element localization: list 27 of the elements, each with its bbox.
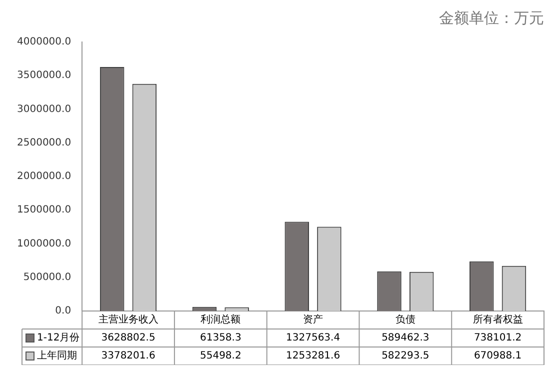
y-tick-label: 4000000.0	[17, 36, 72, 48]
data-label: 582293.5	[382, 350, 430, 362]
data-label: 1327563.4	[286, 332, 340, 344]
x-tick-label: 利润总额	[200, 314, 241, 326]
legend-label: 上年同期	[37, 350, 77, 362]
data-label: 738101.2	[474, 332, 522, 344]
x-tick-label: 资产	[303, 314, 324, 326]
legend-label: 1-12月份	[37, 332, 80, 344]
y-tick-label: 3500000.0	[17, 70, 72, 82]
y-tick-label: 2500000.0	[17, 137, 72, 148]
data-label: 3378201.6	[101, 350, 156, 362]
data-label: 670988.1	[474, 350, 522, 362]
chart-title: 金额单位：万元	[439, 8, 544, 27]
y-tick-label: 500000.0	[23, 272, 72, 283]
data-label: 3628802.5	[101, 332, 156, 344]
y-tick-label: 2000000.0	[17, 171, 72, 182]
data-label: 589462.3	[382, 332, 430, 344]
x-tick-label: 负债	[395, 314, 416, 326]
x-tick-label: 主营业务收入	[98, 314, 158, 326]
data-label: 1253281.6	[286, 350, 340, 362]
data-label: 61358.3	[200, 332, 242, 344]
x-tick-label: 所有者权益	[472, 314, 523, 326]
y-tick-label: 1000000.0	[17, 238, 72, 250]
data-label: 55498.2	[200, 350, 242, 362]
y-tick-label: 1500000.0	[17, 204, 72, 216]
y-tick-label: 3000000.0	[17, 104, 72, 115]
y-tick-label: 0.0	[55, 306, 72, 317]
